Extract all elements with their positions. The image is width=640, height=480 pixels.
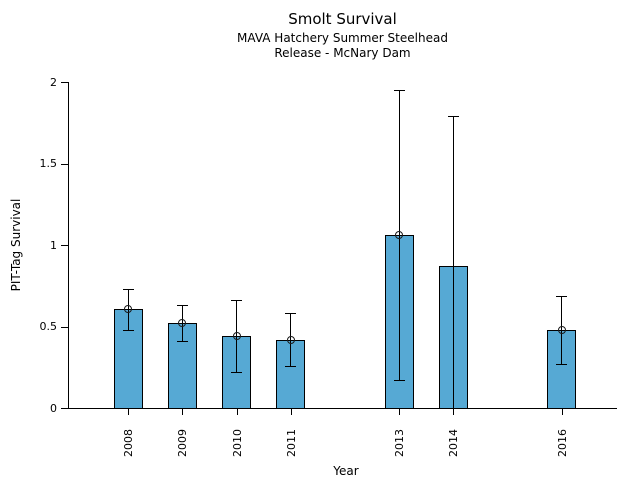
x-axis-label: Year bbox=[333, 464, 359, 478]
x-tick bbox=[290, 408, 292, 415]
error-bar-cap-top bbox=[393, 90, 405, 92]
point-marker bbox=[286, 335, 295, 344]
point-marker bbox=[124, 304, 133, 313]
x-tick bbox=[128, 408, 130, 415]
y-axis-line bbox=[68, 82, 69, 409]
error-bar-cap-top bbox=[122, 289, 134, 290]
point-marker bbox=[232, 332, 241, 341]
chart-subtitle-line1: MAVA Hatchery Summer Steelhead bbox=[237, 31, 448, 45]
y-tick bbox=[61, 408, 68, 409]
y-tick-label: 0 bbox=[50, 401, 57, 415]
y-tick bbox=[61, 82, 68, 83]
y-tick-label: 0.5 bbox=[39, 320, 58, 333]
x-tick bbox=[399, 408, 401, 415]
error-bar-cap-top bbox=[231, 300, 243, 302]
y-tick bbox=[61, 326, 68, 328]
error-bar-cap-bottom bbox=[393, 380, 405, 382]
x-tick bbox=[182, 408, 184, 415]
error-bar-cap-top bbox=[556, 295, 568, 297]
x-tick bbox=[561, 408, 563, 415]
x-tick-label: 2014 bbox=[446, 429, 460, 457]
error-bar-cap-top bbox=[285, 313, 297, 315]
x-axis-line bbox=[68, 408, 617, 409]
error-bar bbox=[452, 116, 454, 408]
chart-subtitle-line2: Release - McNary Dam bbox=[274, 46, 411, 60]
y-tick-label: 1 bbox=[50, 238, 57, 252]
error-bar-cap-top bbox=[176, 305, 188, 307]
error-bar-cap-bottom bbox=[176, 341, 188, 343]
point-marker bbox=[395, 231, 404, 240]
chart-title: Smolt Survival bbox=[288, 10, 397, 28]
x-tick-label: 2016 bbox=[555, 429, 569, 457]
x-tick-label: 2011 bbox=[284, 429, 298, 457]
point-marker bbox=[557, 325, 566, 334]
point-marker bbox=[178, 319, 187, 328]
error-bar-cap-bottom bbox=[122, 329, 134, 331]
error-bar-cap-bottom bbox=[285, 365, 297, 367]
error-bar-cap-bottom bbox=[556, 363, 568, 365]
y-tick-label: 2 bbox=[50, 75, 57, 89]
x-tick bbox=[453, 408, 455, 415]
error-bar-cap-top bbox=[447, 116, 459, 118]
y-tick-label: 1.5 bbox=[39, 157, 58, 170]
y-tick bbox=[61, 163, 68, 165]
y-tick bbox=[61, 245, 68, 246]
error-bar-cap-bottom bbox=[231, 372, 243, 374]
x-tick bbox=[236, 408, 238, 415]
